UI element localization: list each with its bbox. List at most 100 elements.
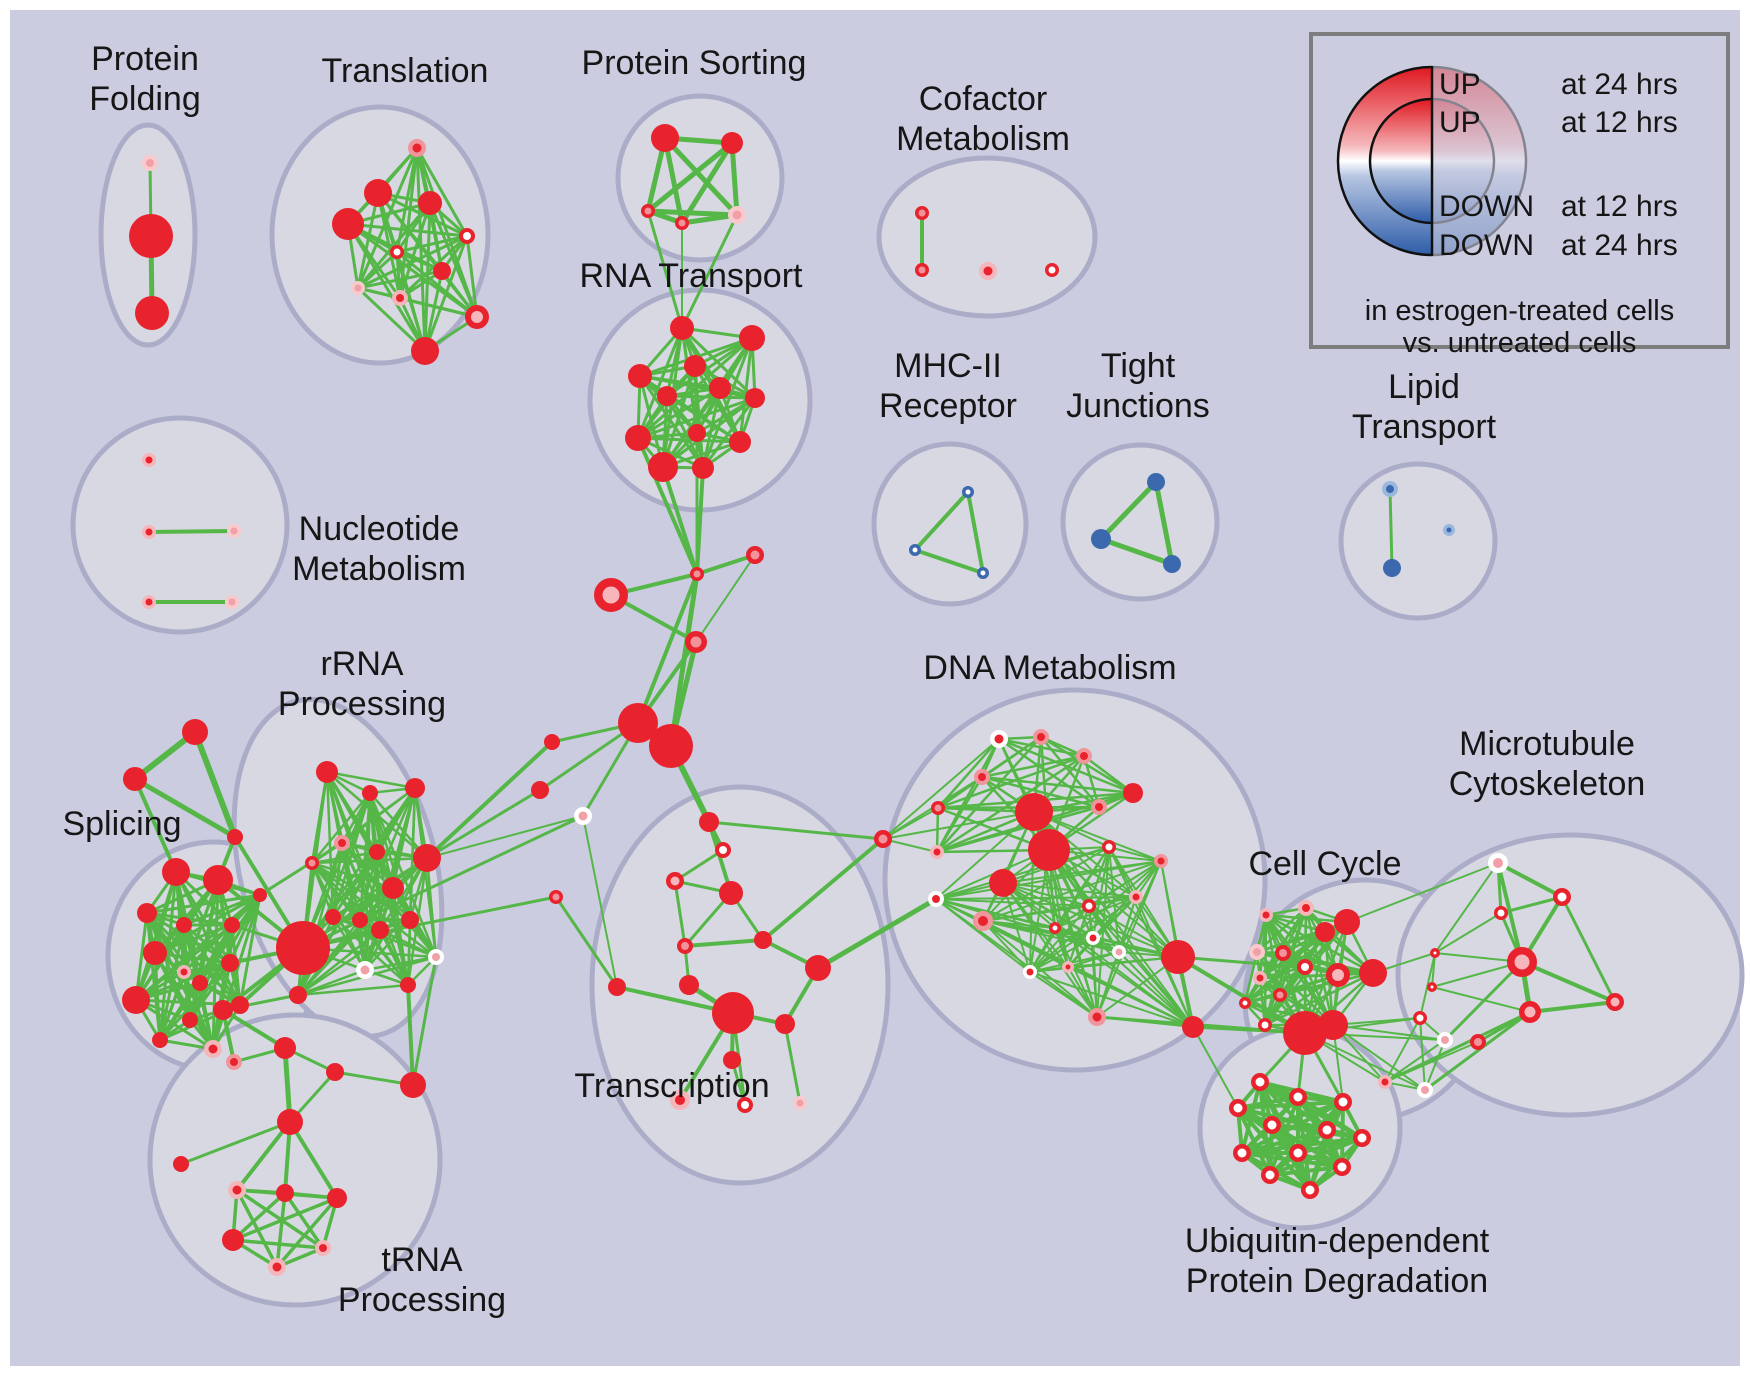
network-node-Pk[interactable] <box>666 872 684 890</box>
network-node-Pw[interactable] <box>1417 1082 1433 1098</box>
network-node-W[interactable] <box>1301 1181 1319 1199</box>
network-node-Rl[interactable] <box>204 1040 222 1058</box>
network-node-B[interactable] <box>1091 529 1111 549</box>
network-node-R[interactable] <box>692 457 714 479</box>
network-node-Pc[interactable] <box>1275 945 1291 961</box>
network-node-R[interactable] <box>433 262 451 280</box>
network-node-P[interactable] <box>225 595 239 609</box>
network-node-R[interactable] <box>712 992 754 1034</box>
network-node-Pw[interactable] <box>574 807 592 825</box>
network-node-R[interactable] <box>1318 1010 1348 1040</box>
network-node-Pw[interactable] <box>1488 853 1508 873</box>
network-node-R[interactable] <box>327 1188 347 1208</box>
network-node-R[interactable] <box>371 921 389 939</box>
network-node-Pw[interactable] <box>356 961 374 979</box>
network-node-W[interactable] <box>737 1097 753 1113</box>
network-node-Rp[interactable] <box>226 1054 242 1070</box>
network-node-W[interactable] <box>1258 1018 1272 1032</box>
network-node-Rp[interactable] <box>1033 729 1049 745</box>
network-node-R[interactable] <box>135 296 169 330</box>
network-node-R[interactable] <box>405 778 425 798</box>
network-node-R[interactable] <box>325 909 341 925</box>
network-node-R[interactable] <box>618 703 658 743</box>
network-node-R[interactable] <box>203 865 233 895</box>
network-node-R[interactable] <box>224 917 240 933</box>
network-node-R[interactable] <box>401 911 419 929</box>
network-node-P[interactable] <box>227 524 241 538</box>
network-node-R[interactable] <box>805 955 831 981</box>
network-node-Rp[interactable] <box>974 769 990 785</box>
network-node-R[interactable] <box>670 316 694 340</box>
network-node-Pc[interactable] <box>641 204 655 218</box>
network-node-W[interactable] <box>1553 888 1571 906</box>
network-node-R[interactable] <box>709 377 731 399</box>
network-node-Pc[interactable] <box>1273 988 1287 1002</box>
network-node-R[interactable] <box>129 214 173 258</box>
network-node-W[interactable] <box>1239 997 1251 1009</box>
network-node-R[interactable] <box>699 812 719 832</box>
network-node-Pc[interactable] <box>549 890 563 904</box>
network-node-R[interactable] <box>745 388 765 408</box>
network-node-Rl[interactable] <box>1253 971 1267 985</box>
network-node-R[interactable] <box>364 179 392 207</box>
network-node-R[interactable] <box>123 767 147 791</box>
network-node-Rl[interactable] <box>1378 1075 1392 1089</box>
network-node-Rp[interactable] <box>1091 799 1107 815</box>
network-node-W[interactable] <box>1045 263 1059 277</box>
network-node-R[interactable] <box>352 912 368 928</box>
network-node-R[interactable] <box>679 975 699 995</box>
network-node-Rw[interactable] <box>990 730 1008 748</box>
network-node-R[interactable] <box>625 425 651 451</box>
network-node-R[interactable] <box>1283 1011 1327 1055</box>
network-node-R[interactable] <box>411 337 439 365</box>
network-node-Pc[interactable] <box>915 206 929 220</box>
network-node-R[interactable] <box>277 1109 303 1135</box>
network-node-R[interactable] <box>1334 909 1360 935</box>
network-node-R[interactable] <box>754 931 772 949</box>
network-node-R[interactable] <box>649 724 693 768</box>
network-node-Pk[interactable] <box>1519 1001 1541 1023</box>
network-node-Rl[interactable] <box>1298 900 1314 916</box>
network-node-Rl[interactable] <box>1129 890 1143 904</box>
network-node-Pc[interactable] <box>931 801 945 815</box>
network-node-W[interactable] <box>1263 1116 1281 1134</box>
network-node-R[interactable] <box>1182 1016 1204 1038</box>
network-node-W[interactable] <box>1413 1011 1427 1025</box>
network-node-R[interactable] <box>657 386 677 406</box>
network-node-W[interactable] <box>459 228 475 244</box>
network-node-W[interactable] <box>1102 840 1116 854</box>
network-node-W[interactable] <box>1333 1158 1351 1176</box>
network-node-Rl[interactable] <box>979 262 997 280</box>
network-node-R[interactable] <box>173 1156 189 1172</box>
network-node-Pc[interactable] <box>677 938 693 954</box>
network-node-R[interactable] <box>213 1000 233 1020</box>
network-node-W[interactable] <box>1334 1093 1352 1111</box>
network-node-R[interactable] <box>400 977 416 993</box>
network-node-R[interactable] <box>729 431 751 453</box>
network-node-W[interactable] <box>1233 1144 1251 1162</box>
network-node-Pc[interactable] <box>915 263 929 277</box>
network-node-R[interactable] <box>608 978 626 996</box>
network-node-R[interactable] <box>182 719 208 745</box>
network-node-R[interactable] <box>418 191 442 215</box>
network-node-W[interactable] <box>1297 959 1313 975</box>
network-node-R[interactable] <box>137 903 157 923</box>
network-node-Pc[interactable] <box>690 567 704 581</box>
network-node-Rl[interactable] <box>930 845 944 859</box>
network-node-R[interactable] <box>1123 783 1143 803</box>
network-node-W[interactable] <box>1229 1099 1247 1117</box>
network-node-R[interactable] <box>289 986 307 1004</box>
network-node-Pw[interactable] <box>428 949 444 965</box>
network-node-R[interactable] <box>182 1012 198 1028</box>
network-node-R[interactable] <box>739 325 765 351</box>
network-node-W[interactable] <box>1289 1144 1307 1162</box>
network-node-R[interactable] <box>122 986 150 1014</box>
network-node-W[interactable] <box>1318 1121 1336 1139</box>
network-node-R[interactable] <box>1015 793 1053 831</box>
network-node-Rl[interactable] <box>142 525 156 539</box>
network-node-R[interactable] <box>369 844 385 860</box>
network-node-P[interactable] <box>142 155 158 171</box>
network-node-R[interactable] <box>362 785 378 801</box>
network-node-R[interactable] <box>684 355 706 377</box>
network-node-R[interactable] <box>231 996 249 1014</box>
